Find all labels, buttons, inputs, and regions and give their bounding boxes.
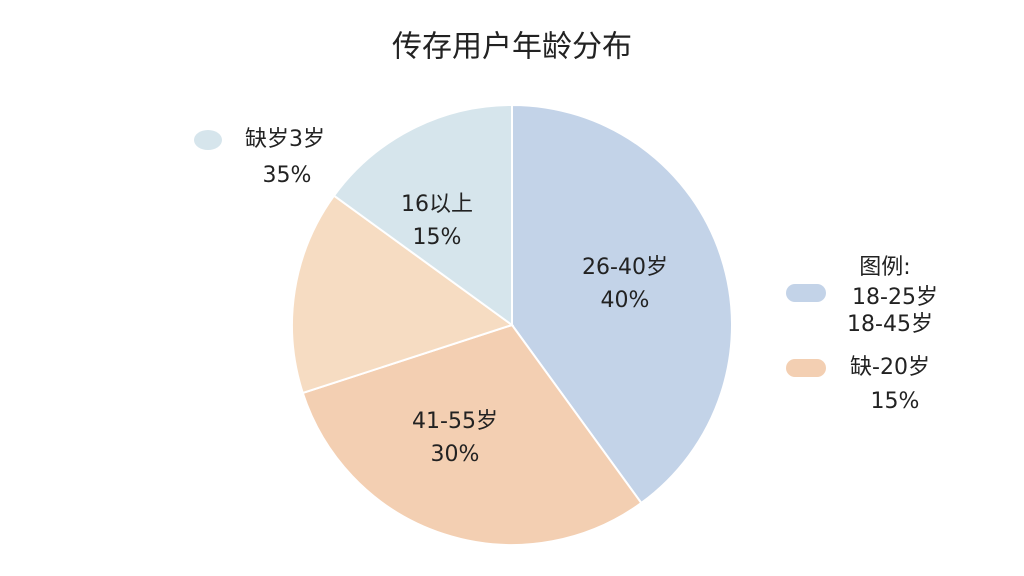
annotation: 18-25岁 (852, 285, 938, 310)
slice-label: 41-55岁 (412, 409, 498, 434)
pie-slice (301, 323, 643, 546)
annotation: 图例: (859, 255, 910, 280)
slice-label: 26-40岁 (582, 255, 668, 280)
pie-slice (291, 194, 515, 395)
slice-value: 30% (431, 442, 480, 467)
annotation: 35% (263, 163, 312, 188)
legend-swatch (786, 359, 826, 377)
pie-slice (332, 103, 513, 327)
slice-value: 15% (413, 225, 462, 250)
slice-label: 16以上 (401, 192, 473, 217)
pie-slice (511, 103, 733, 505)
annotation: 15% (871, 389, 920, 414)
annotation: 缺岁3岁 (245, 127, 325, 152)
chart-title: 传存用户年龄分布 (392, 30, 632, 65)
annotation: 18-45岁 (847, 312, 933, 337)
slice-value: 40% (601, 288, 650, 313)
annotation: 缺-20岁 (850, 355, 930, 380)
legend-swatch (786, 284, 826, 302)
legend-dot (194, 130, 222, 150)
